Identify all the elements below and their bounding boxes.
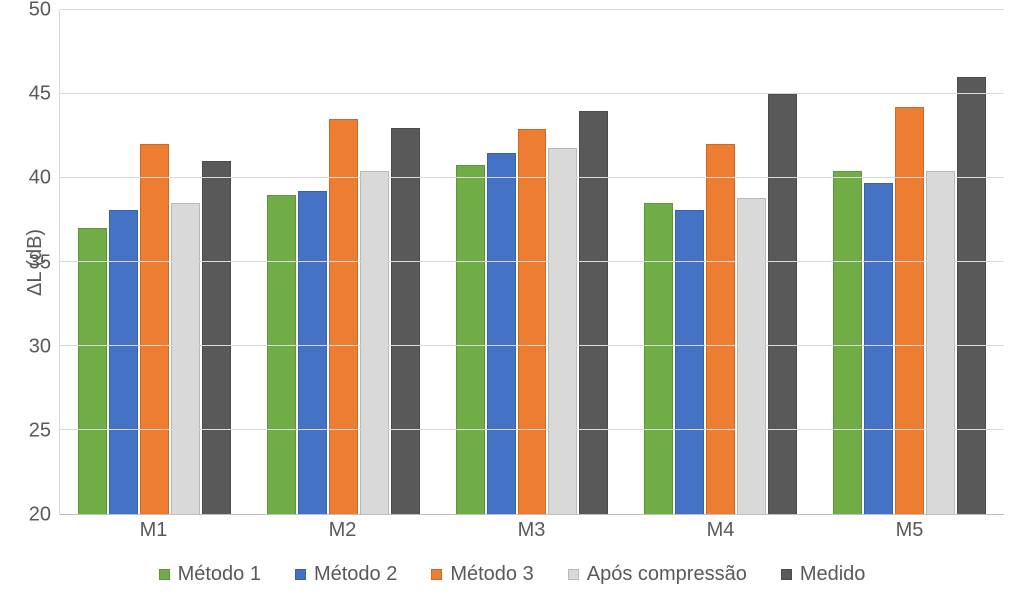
bar	[957, 77, 986, 514]
legend: Método 1 Método 2 Método 3 Após compressão M…	[20, 545, 1004, 590]
bar	[267, 195, 296, 514]
bar	[391, 128, 420, 514]
y-tick: 30	[29, 335, 51, 358]
y-tick: 40	[29, 167, 51, 190]
y-axis: 20253035404550	[51, 10, 59, 515]
bar	[329, 119, 358, 514]
legend-item: Método 1	[159, 563, 261, 586]
bar	[140, 144, 169, 514]
bar	[487, 153, 516, 514]
bar-group	[249, 10, 438, 514]
legend-swatch	[295, 569, 306, 580]
bar	[360, 171, 389, 514]
bar-group	[815, 10, 1004, 514]
legend-item: Método 3	[431, 563, 533, 586]
legend-swatch	[431, 569, 442, 580]
x-tick: M5	[815, 515, 1004, 545]
bar	[109, 210, 138, 514]
gridline	[60, 177, 1004, 178]
legend-swatch	[568, 569, 579, 580]
bar	[171, 203, 200, 514]
x-axis: M1M2M3M4M5	[59, 515, 1004, 545]
bar	[768, 94, 797, 514]
bar	[926, 171, 955, 514]
plot-area	[59, 10, 1004, 515]
bar	[518, 129, 547, 514]
bar	[675, 210, 704, 514]
y-tick: 45	[29, 83, 51, 106]
bar	[298, 191, 327, 514]
x-tick: M1	[59, 515, 248, 545]
bar	[548, 148, 577, 514]
bar-group	[626, 10, 815, 514]
bar	[895, 107, 924, 514]
gridline	[60, 261, 1004, 262]
bar	[644, 203, 673, 514]
legend-label: Método 1	[178, 563, 261, 586]
gridline	[60, 429, 1004, 430]
x-tick: M4	[626, 515, 815, 545]
gridline	[60, 345, 1004, 346]
y-tick: 35	[29, 251, 51, 274]
bar-group	[60, 10, 249, 514]
plot-wrap: M1M2M3M4M5	[59, 10, 1004, 545]
gridline	[60, 9, 1004, 10]
legend-label: Método 3	[450, 563, 533, 586]
bar	[78, 228, 107, 514]
bar	[737, 198, 766, 514]
y-tick: 50	[29, 0, 51, 22]
legend-item: Método 2	[295, 563, 397, 586]
x-tick: M2	[248, 515, 437, 545]
bar-groups	[60, 10, 1004, 514]
y-tick: 25	[29, 419, 51, 442]
x-tick: M3	[437, 515, 626, 545]
bar	[833, 171, 862, 514]
bar	[579, 111, 608, 514]
bar	[864, 183, 893, 514]
bar	[202, 161, 231, 514]
legend-label: Após compressão	[587, 563, 747, 586]
bar	[706, 144, 735, 514]
legend-item: Medido	[781, 563, 866, 586]
bar-group	[438, 10, 627, 514]
bar-chart: ΔL (dB) 20253035404550 M1M2M3M4M5 Método…	[20, 10, 1004, 590]
chart-body: ΔL (dB) 20253035404550 M1M2M3M4M5	[20, 10, 1004, 545]
legend-label: Método 2	[314, 563, 397, 586]
legend-swatch	[159, 569, 170, 580]
legend-swatch	[781, 569, 792, 580]
y-tick: 20	[29, 504, 51, 527]
gridline	[60, 93, 1004, 94]
legend-item: Após compressão	[568, 563, 747, 586]
bar	[456, 165, 485, 514]
legend-label: Medido	[800, 563, 866, 586]
